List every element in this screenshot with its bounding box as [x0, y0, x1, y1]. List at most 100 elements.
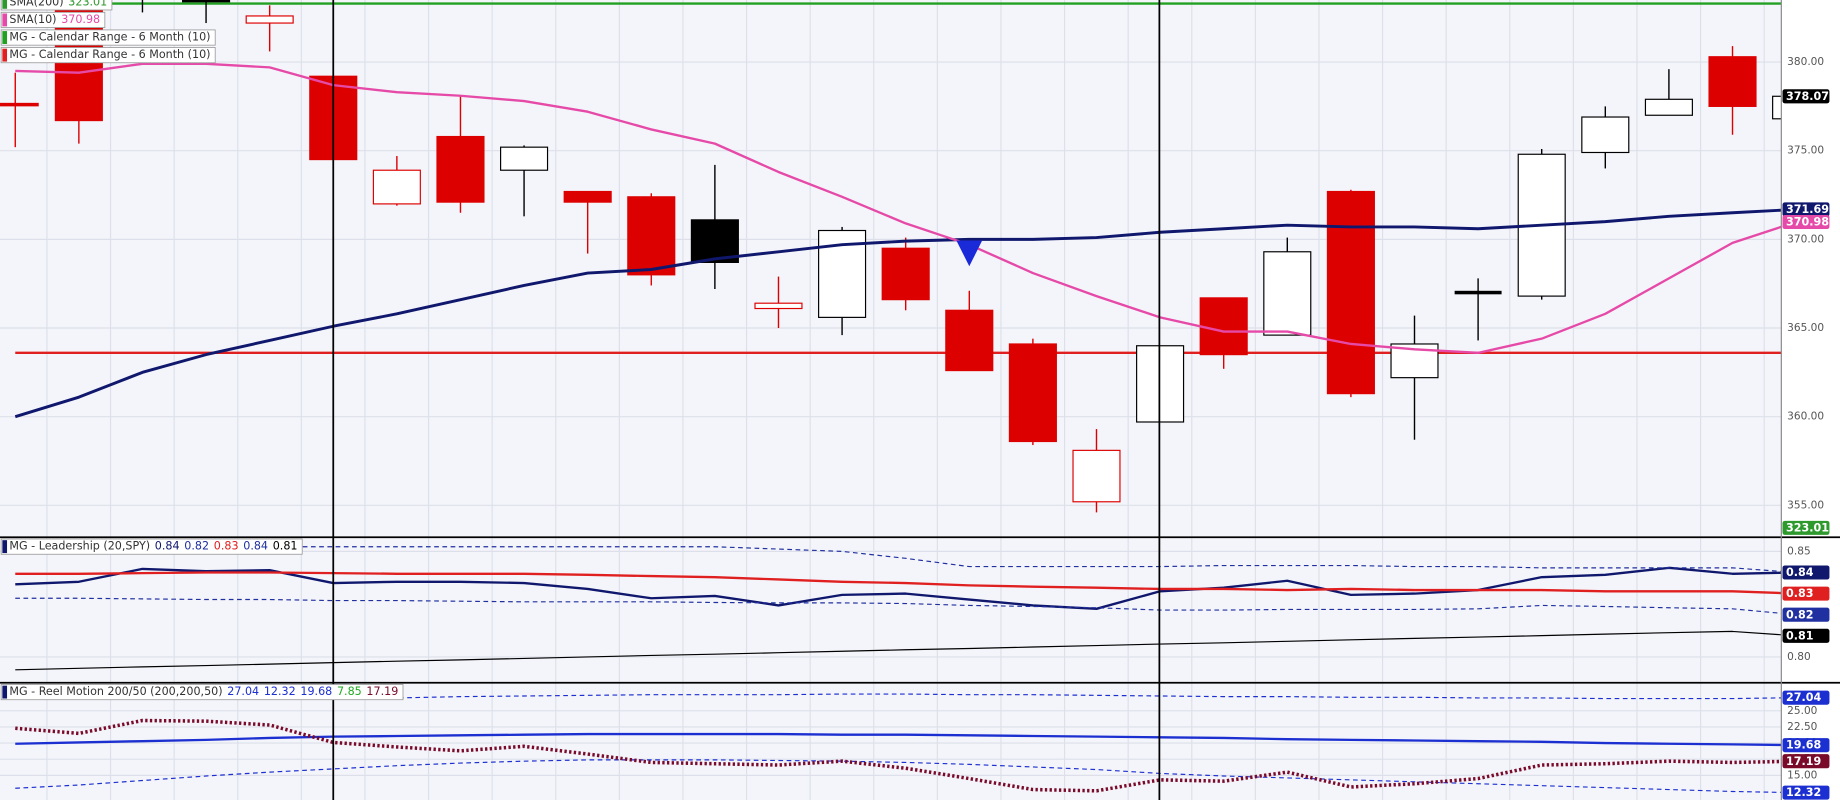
- legend-value: 17.19: [366, 685, 398, 698]
- candle-body: [0, 102, 39, 107]
- axis-value-box: [1782, 520, 1830, 535]
- candle-body: [1454, 290, 1502, 295]
- candle-body: [1708, 56, 1757, 107]
- axis-value-box: [1782, 202, 1830, 217]
- legend-swatch: [2, 48, 8, 62]
- legend-value: 12.32: [264, 685, 296, 698]
- series-line: [14, 208, 1782, 419]
- legend-entry: SMA(10) 370.98: [0, 11, 106, 28]
- axis-value-label: 27.04: [1786, 691, 1821, 704]
- legend-box: [0, 47, 216, 64]
- panel-1: [0, 537, 1782, 683]
- candle-body: [182, 0, 231, 3]
- y-tick-label: 22.50: [1787, 721, 1817, 733]
- legend-label: SMA(10): [9, 13, 56, 26]
- legend-label: SMA(200): [9, 0, 63, 8]
- axis-value-box: [1782, 607, 1830, 622]
- axis-value-label: 0.82: [1786, 608, 1813, 621]
- axis-value-label: 323.01: [1786, 521, 1829, 534]
- plot-background: [0, 0, 1782, 800]
- legend-entry: MG - Calendar Range - 6 Month (10): [0, 29, 216, 46]
- candle-body: [627, 196, 676, 276]
- series-line: [15, 732, 1782, 747]
- legend-label: MG - Calendar Range - 6 Month (10): [9, 31, 210, 44]
- candle-body: [1008, 343, 1057, 443]
- y-tick-label: 25.00: [1787, 705, 1817, 717]
- y-tick-label: 375.00: [1787, 145, 1824, 157]
- axis-value-label: 378.07: [1786, 90, 1829, 103]
- axis-value-label: 17.19: [1786, 755, 1821, 768]
- axis-value-box: [1782, 690, 1830, 705]
- candle-body: [245, 15, 294, 24]
- legend-value: 0.84: [155, 540, 180, 553]
- candle-body: [1644, 98, 1693, 116]
- legend-value: 7.85: [337, 685, 362, 698]
- candle-body: [1072, 449, 1121, 503]
- axis-value-box: [1782, 738, 1830, 753]
- y-tick-label: 365.00: [1787, 322, 1824, 334]
- legend-title: MG - Leadership (20,SPY): [9, 540, 150, 553]
- axis-value-label: 370.98: [1786, 216, 1829, 229]
- legend-box: [0, 684, 404, 701]
- axis-value-box: [1782, 565, 1830, 580]
- candle-body: [690, 219, 739, 264]
- candle-body: [1581, 116, 1630, 154]
- legend-entry: MG - Calendar Range - 6 Month (10): [0, 47, 216, 64]
- legend-value: 0.81: [273, 540, 298, 553]
- candle-body: [881, 247, 930, 301]
- series-line: [15, 630, 1782, 671]
- legend-entry: SMA(200) 323.01: [0, 0, 113, 11]
- candle-body: [1199, 297, 1248, 356]
- candle-body: [372, 169, 421, 205]
- axis-value-label: 371.69: [1786, 203, 1829, 216]
- series-line: [15, 759, 1782, 793]
- y-tick-label: 0.85: [1787, 545, 1810, 557]
- y-tick-label: 0.80: [1787, 651, 1811, 663]
- panel-2: [0, 682, 1782, 800]
- legend-entry: MG - Reel Motion 200/50 (200,200,50) 27.0…: [0, 684, 404, 701]
- candle-body: [1263, 251, 1312, 336]
- legend-box: [0, 538, 303, 555]
- y-tick-label: 355.00: [1787, 499, 1824, 511]
- candle-body: [754, 302, 803, 310]
- y-tick-label: 370.00: [1787, 233, 1824, 245]
- axis-value-box: [1782, 214, 1830, 230]
- legend-value: 27.04: [227, 685, 259, 698]
- legend-title: MG - Reel Motion 200/50 (200,200,50): [9, 685, 222, 698]
- axis-value-label: 0.83: [1786, 587, 1813, 600]
- y-tick-label: 380.00: [1787, 56, 1824, 68]
- candle-body: [1326, 190, 1375, 395]
- y-tick-label: 15.00: [1787, 769, 1817, 781]
- legend-box: [0, 29, 216, 46]
- series-line: [15, 571, 1782, 595]
- axis-value-box: [1782, 785, 1830, 800]
- legend-swatch: [2, 685, 8, 699]
- legend-box: [0, 11, 106, 28]
- axis-value-label: 19.68: [1786, 739, 1821, 752]
- signal-marker: [956, 240, 983, 267]
- legend-swatch: [2, 31, 8, 44]
- candle-body: [563, 190, 612, 203]
- legend-value: 0.82: [184, 540, 209, 553]
- legend-swatch: [2, 540, 8, 554]
- candle-body: [500, 146, 549, 171]
- legend-entry: MG - Leadership (20,SPY) 0.84 0.82 0.83 0.84…: [0, 538, 303, 555]
- series-line: [15, 566, 1782, 610]
- legend-value: 0.83: [214, 540, 239, 553]
- series-line: [333, 693, 1782, 700]
- y-tick-label: 360.00: [1787, 411, 1824, 423]
- candle-body: [1772, 95, 1782, 120]
- legend-value: 370.98: [61, 13, 100, 26]
- series-line: [15, 546, 1782, 573]
- axis-value-box: [1782, 754, 1830, 769]
- axis-value-label: 12.32: [1786, 786, 1821, 799]
- legend-label: MG - Calendar Range - 6 Month (10): [9, 48, 210, 61]
- axis-value-box: [1782, 89, 1830, 104]
- legend-box: [0, 0, 113, 11]
- axis-value-label: 0.84: [1786, 566, 1814, 579]
- series-line: [15, 597, 1782, 614]
